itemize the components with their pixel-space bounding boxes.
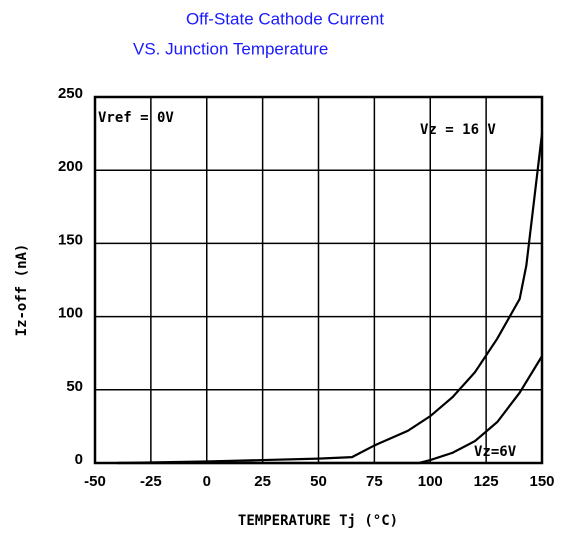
y-tick-label: 250 [58, 85, 83, 102]
x-tick-label: 125 [474, 473, 499, 490]
x-tick-label: 0 [203, 473, 211, 490]
y-tick-label: 50 [66, 378, 83, 395]
x-tick-label: -50 [84, 473, 106, 490]
x-tick-label: -25 [140, 473, 162, 490]
y-tick-label: 150 [58, 231, 83, 248]
x-tick-label: 75 [366, 473, 383, 490]
chart-title: Off-State Cathode Current [186, 9, 384, 28]
y-tick-label: 0 [75, 451, 83, 468]
chart-subtitle: VS. Junction Temperature [133, 39, 328, 58]
series-label: Vz=6V [474, 444, 517, 460]
x-tick-label: 150 [529, 473, 554, 490]
x-axis-label: TEMPERATURE Tj (°C) [238, 513, 398, 529]
x-tick-label: 25 [254, 473, 271, 490]
series-line [117, 355, 543, 465]
x-tick-label: 100 [418, 473, 443, 490]
y-axis-label: Iz-off (nA) [14, 244, 30, 337]
y-tick-label: 200 [58, 158, 83, 175]
x-tick-label: 50 [310, 473, 327, 490]
y-tick-label: 100 [58, 305, 83, 322]
series-label: Vz = 16 V [420, 122, 496, 138]
annotation: Vref = 0V [98, 110, 174, 126]
series-line [117, 133, 544, 465]
